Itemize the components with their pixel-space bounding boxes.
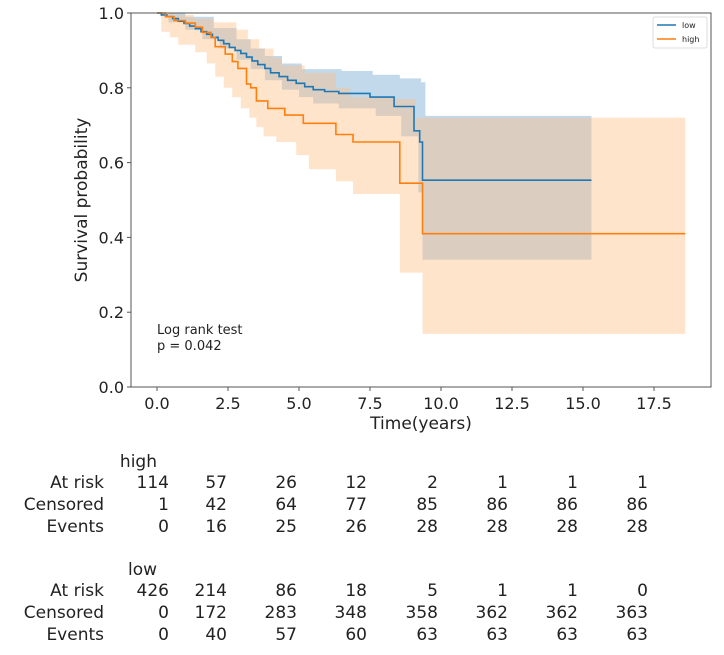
survival-curves [157, 12, 686, 235]
x-tick-label: 12.5 [494, 394, 530, 413]
risk-cell: 1 [567, 581, 578, 601]
risk-cell: 26 [275, 473, 297, 493]
risk-cell: 85 [416, 495, 438, 515]
plot-frame [130, 12, 712, 388]
logrank-pvalue: p = 0.042 [157, 339, 222, 354]
y-tick-label: 0.6 [99, 154, 124, 173]
survival-curve-high [157, 12, 686, 235]
risk-cell: 86 [626, 495, 648, 515]
risk-cell: 16 [205, 517, 227, 537]
risk-cell: 1 [497, 473, 508, 493]
risk-row-label: Events [46, 517, 104, 537]
risk-cell: 214 [194, 581, 227, 601]
risk-row-label: At risk [50, 581, 104, 601]
legend-label-low: low [682, 21, 696, 30]
x-tick-label: 15.0 [565, 394, 601, 413]
ci-band-low [157, 13, 592, 260]
risk-group-high: high [119, 452, 157, 472]
risk-cell: 63 [416, 625, 438, 645]
risk-cell: 18 [345, 581, 367, 601]
risk-cell: 426 [136, 581, 169, 601]
x-tick-label: 17.5 [636, 394, 672, 413]
x-axis-label: Time(years) [369, 414, 472, 434]
risk-cell: 12 [345, 473, 367, 493]
risk-cell: 57 [275, 625, 297, 645]
risk-row-label: At risk [50, 473, 104, 493]
risk-cell: 1 [158, 495, 169, 515]
y-axis-label: Survival probability [72, 118, 92, 283]
risk-cell: 64 [275, 495, 297, 515]
risk-cell: 63 [626, 625, 648, 645]
risk-row-label: Censored [23, 603, 104, 623]
risk-cell: 1 [567, 473, 578, 493]
legend: low high [652, 16, 708, 49]
legend-label-high: high [682, 35, 699, 44]
risk-cell: 358 [405, 603, 438, 623]
risk-cell: 362 [475, 603, 508, 623]
risk-cell: 28 [626, 517, 648, 537]
y-tick-label: 1.0 [99, 4, 124, 23]
risk-row-label: Events [46, 625, 104, 645]
risk-cell: 28 [556, 517, 578, 537]
risk-cell: 1 [497, 581, 508, 601]
risk-cell: 362 [545, 603, 578, 623]
risk-cell: 40 [205, 625, 227, 645]
risk-cell: 0 [158, 517, 169, 537]
x-tick-label: 5.0 [286, 394, 311, 413]
x-axis: 0.0 2.5 5.0 7.5 10.0 12.5 15.0 17.5 [144, 387, 672, 413]
risk-cell: 60 [345, 625, 367, 645]
risk-cell: 348 [334, 603, 367, 623]
risk-cell: 86 [556, 495, 578, 515]
risk-row-label: Censored [23, 495, 104, 515]
risk-cell: 283 [264, 603, 297, 623]
y-axis: 0.0 0.2 0.4 0.6 0.8 1.0 [99, 4, 131, 397]
risk-cell: 0 [158, 625, 169, 645]
risk-cell: 28 [486, 517, 508, 537]
risk-cell: 86 [275, 581, 297, 601]
risk-cell: 0 [158, 603, 169, 623]
risk-cell: 63 [556, 625, 578, 645]
risk-cell: 42 [205, 495, 227, 515]
risk-cell: 0 [637, 581, 648, 601]
risk-group-low: low [127, 560, 157, 580]
risk-cell: 172 [194, 603, 227, 623]
y-tick-label: 0.4 [99, 228, 124, 247]
risk-cell: 86 [486, 495, 508, 515]
risk-cell: 25 [275, 517, 297, 537]
x-tick-label: 10.0 [423, 394, 459, 413]
logrank-label: Log rank test [157, 323, 243, 338]
risk-cell: 28 [416, 517, 438, 537]
risk-cell: 363 [615, 603, 648, 623]
y-tick-label: 0.0 [99, 378, 124, 397]
x-tick-label: 0.0 [144, 394, 169, 413]
x-tick-label: 7.5 [357, 394, 382, 413]
risk-cell: 5 [427, 581, 438, 601]
km-plot: 0.0 2.5 5.0 7.5 10.0 12.5 15.0 17.5 0.00.20.40.… [72, 4, 712, 434]
risk-cell: 57 [205, 473, 227, 493]
confidence-bands [157, 13, 686, 334]
ci-band-high [157, 13, 686, 334]
x-tick-label: 2.5 [215, 394, 240, 413]
risk-cell: 26 [345, 517, 367, 537]
risk-cell: 2 [427, 473, 438, 493]
risk-cell: 114 [136, 473, 169, 493]
risk-cell: 63 [486, 625, 508, 645]
y-tick-label: 0.2 [99, 303, 124, 322]
risk-cell: 77 [345, 495, 367, 515]
risk-cell: 1 [637, 473, 648, 493]
y-tick-label: 0.8 [99, 79, 124, 98]
